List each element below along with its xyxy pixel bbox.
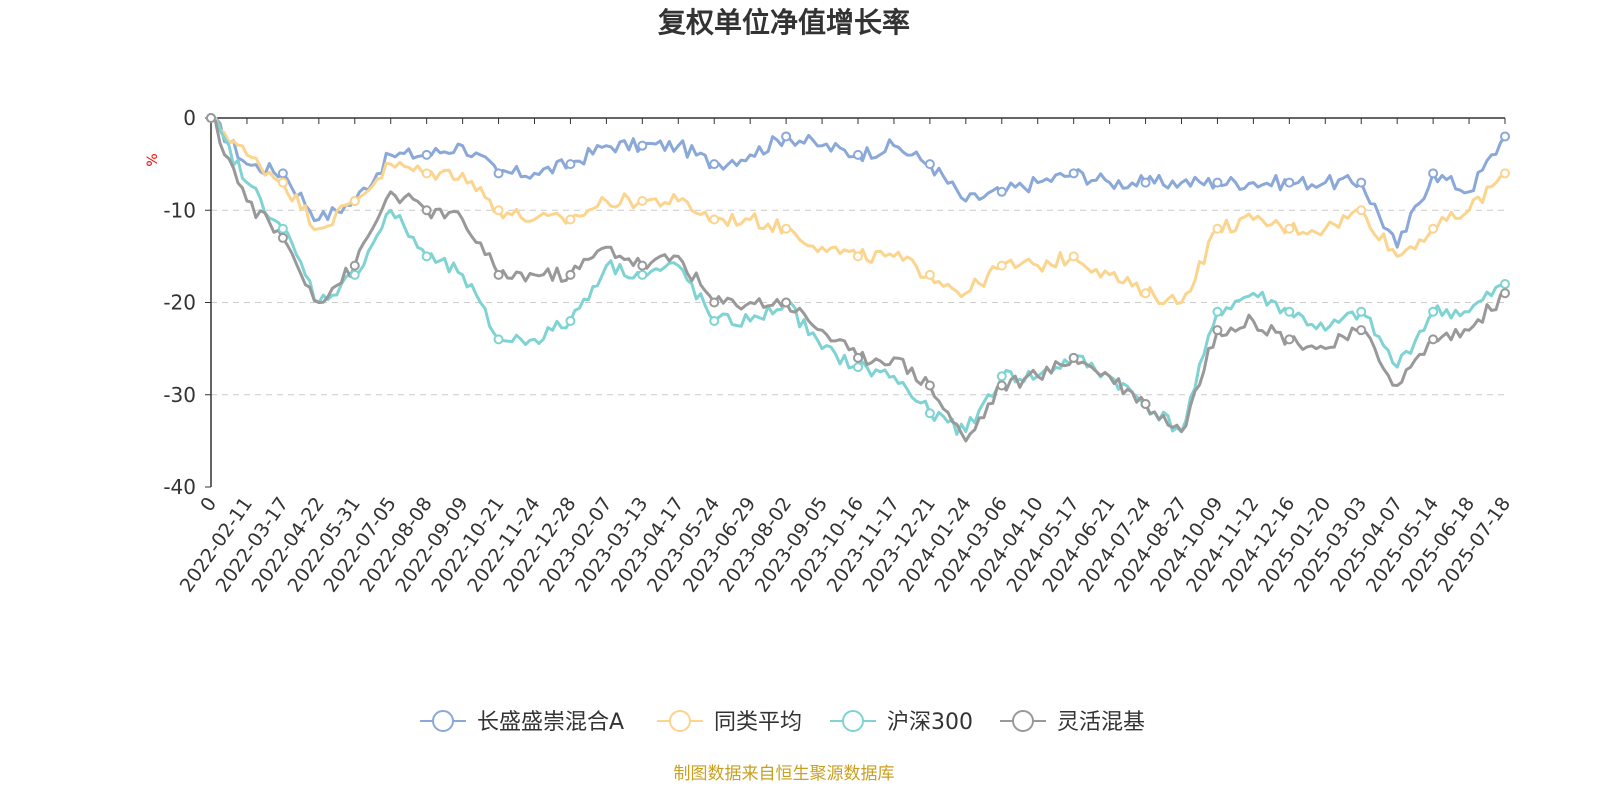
data-point	[1428, 334, 1439, 345]
data-point	[1356, 325, 1367, 336]
data-point	[1212, 223, 1223, 234]
legend-circle-icon	[432, 710, 454, 732]
y-tick-labels: 0 -10 -20 -30 -40	[163, 106, 196, 499]
data-point	[1500, 288, 1510, 299]
chart-title: 复权单位净值增长率	[658, 6, 910, 39]
data-point	[637, 140, 648, 151]
data-point	[1356, 177, 1367, 188]
data-point	[924, 269, 935, 280]
data-point	[853, 362, 863, 373]
legend-item[interactable]: 沪深300	[830, 710, 973, 735]
y-tick-label: -40	[163, 475, 196, 499]
data-point	[709, 159, 720, 170]
data-point	[924, 159, 935, 170]
y-tick-label: -10	[163, 198, 196, 222]
data-point	[1068, 251, 1079, 262]
data-point	[349, 196, 360, 207]
legend-item[interactable]: 长盛盛崇混合A	[420, 710, 624, 735]
data-point	[493, 205, 504, 216]
data-point	[565, 214, 576, 225]
data-point	[1068, 352, 1079, 363]
data-point	[1212, 306, 1223, 317]
data-point	[1140, 288, 1151, 299]
data-point	[1284, 306, 1295, 317]
legend-item[interactable]: 灵活混基	[1000, 710, 1145, 735]
data-point	[277, 168, 288, 179]
data-point	[493, 334, 504, 345]
data-point	[565, 159, 576, 170]
data-point	[853, 251, 863, 262]
y-tick-label: 0	[183, 106, 196, 130]
x-tick-label: 0	[196, 493, 221, 516]
data-point	[277, 223, 288, 234]
data-point	[1428, 168, 1439, 179]
data-point	[493, 269, 504, 280]
data-point	[781, 131, 792, 142]
legend-circle-icon	[1012, 710, 1034, 732]
data-source-note: 制图数据来自恒生聚源数据库	[674, 764, 895, 784]
series-lines	[206, 113, 1510, 443]
data-point	[637, 196, 648, 207]
data-point	[709, 297, 720, 308]
data-point	[421, 149, 432, 160]
data-point	[493, 168, 504, 179]
data-point	[565, 315, 576, 326]
y-axis-unit: %	[145, 153, 161, 166]
data-point	[1140, 177, 1151, 188]
data-point	[1500, 168, 1510, 179]
y-tick-label: -20	[163, 291, 196, 315]
data-point	[421, 205, 432, 216]
y-tick-label: -30	[163, 383, 196, 407]
data-point	[924, 380, 935, 391]
grid-lines	[211, 209, 1505, 396]
legend-item[interactable]: 同类平均	[657, 710, 802, 735]
data-point	[709, 214, 720, 225]
data-point	[349, 260, 360, 271]
axes	[205, 117, 1506, 488]
data-point	[709, 315, 720, 326]
legend-label: 沪深300	[887, 710, 973, 735]
data-point	[924, 408, 935, 419]
data-point	[1356, 306, 1367, 317]
data-point	[421, 251, 432, 262]
data-point	[1356, 205, 1367, 216]
data-point	[853, 352, 863, 363]
data-point	[565, 269, 576, 280]
data-point	[1284, 334, 1295, 345]
legend-label: 同类平均	[714, 710, 802, 735]
series-line	[211, 116, 1506, 306]
data-point	[637, 269, 648, 280]
data-point	[637, 260, 648, 271]
data-point	[1212, 325, 1223, 336]
data-point	[1212, 177, 1223, 188]
data-point	[1284, 177, 1295, 188]
data-point	[1140, 398, 1151, 409]
legend-label: 长盛盛崇混合A	[477, 710, 624, 735]
data-point	[1068, 168, 1079, 179]
data-point	[277, 232, 288, 243]
data-point	[781, 297, 792, 308]
data-point	[206, 113, 216, 123]
legend-circle-icon	[669, 710, 691, 732]
data-point	[1428, 306, 1439, 317]
data-point	[781, 223, 792, 234]
data-point	[277, 177, 288, 188]
data-point	[349, 269, 360, 280]
legend[interactable]: 长盛盛崇混合A 同类平均 沪深300 灵活混基	[420, 710, 1145, 735]
data-point	[996, 186, 1007, 197]
x-tick-labels: 02022-02-112022-03-172022-04-222022-05-3…	[176, 493, 1515, 596]
data-point	[853, 149, 863, 160]
data-point	[1500, 279, 1510, 290]
data-point	[421, 168, 432, 179]
data-point	[1284, 223, 1295, 234]
data-point	[1500, 131, 1510, 142]
data-point	[996, 371, 1007, 382]
legend-circle-icon	[842, 710, 864, 732]
data-point	[996, 260, 1007, 271]
data-point	[996, 380, 1007, 391]
legend-label: 灵活混基	[1057, 710, 1145, 735]
data-point	[1428, 223, 1439, 234]
